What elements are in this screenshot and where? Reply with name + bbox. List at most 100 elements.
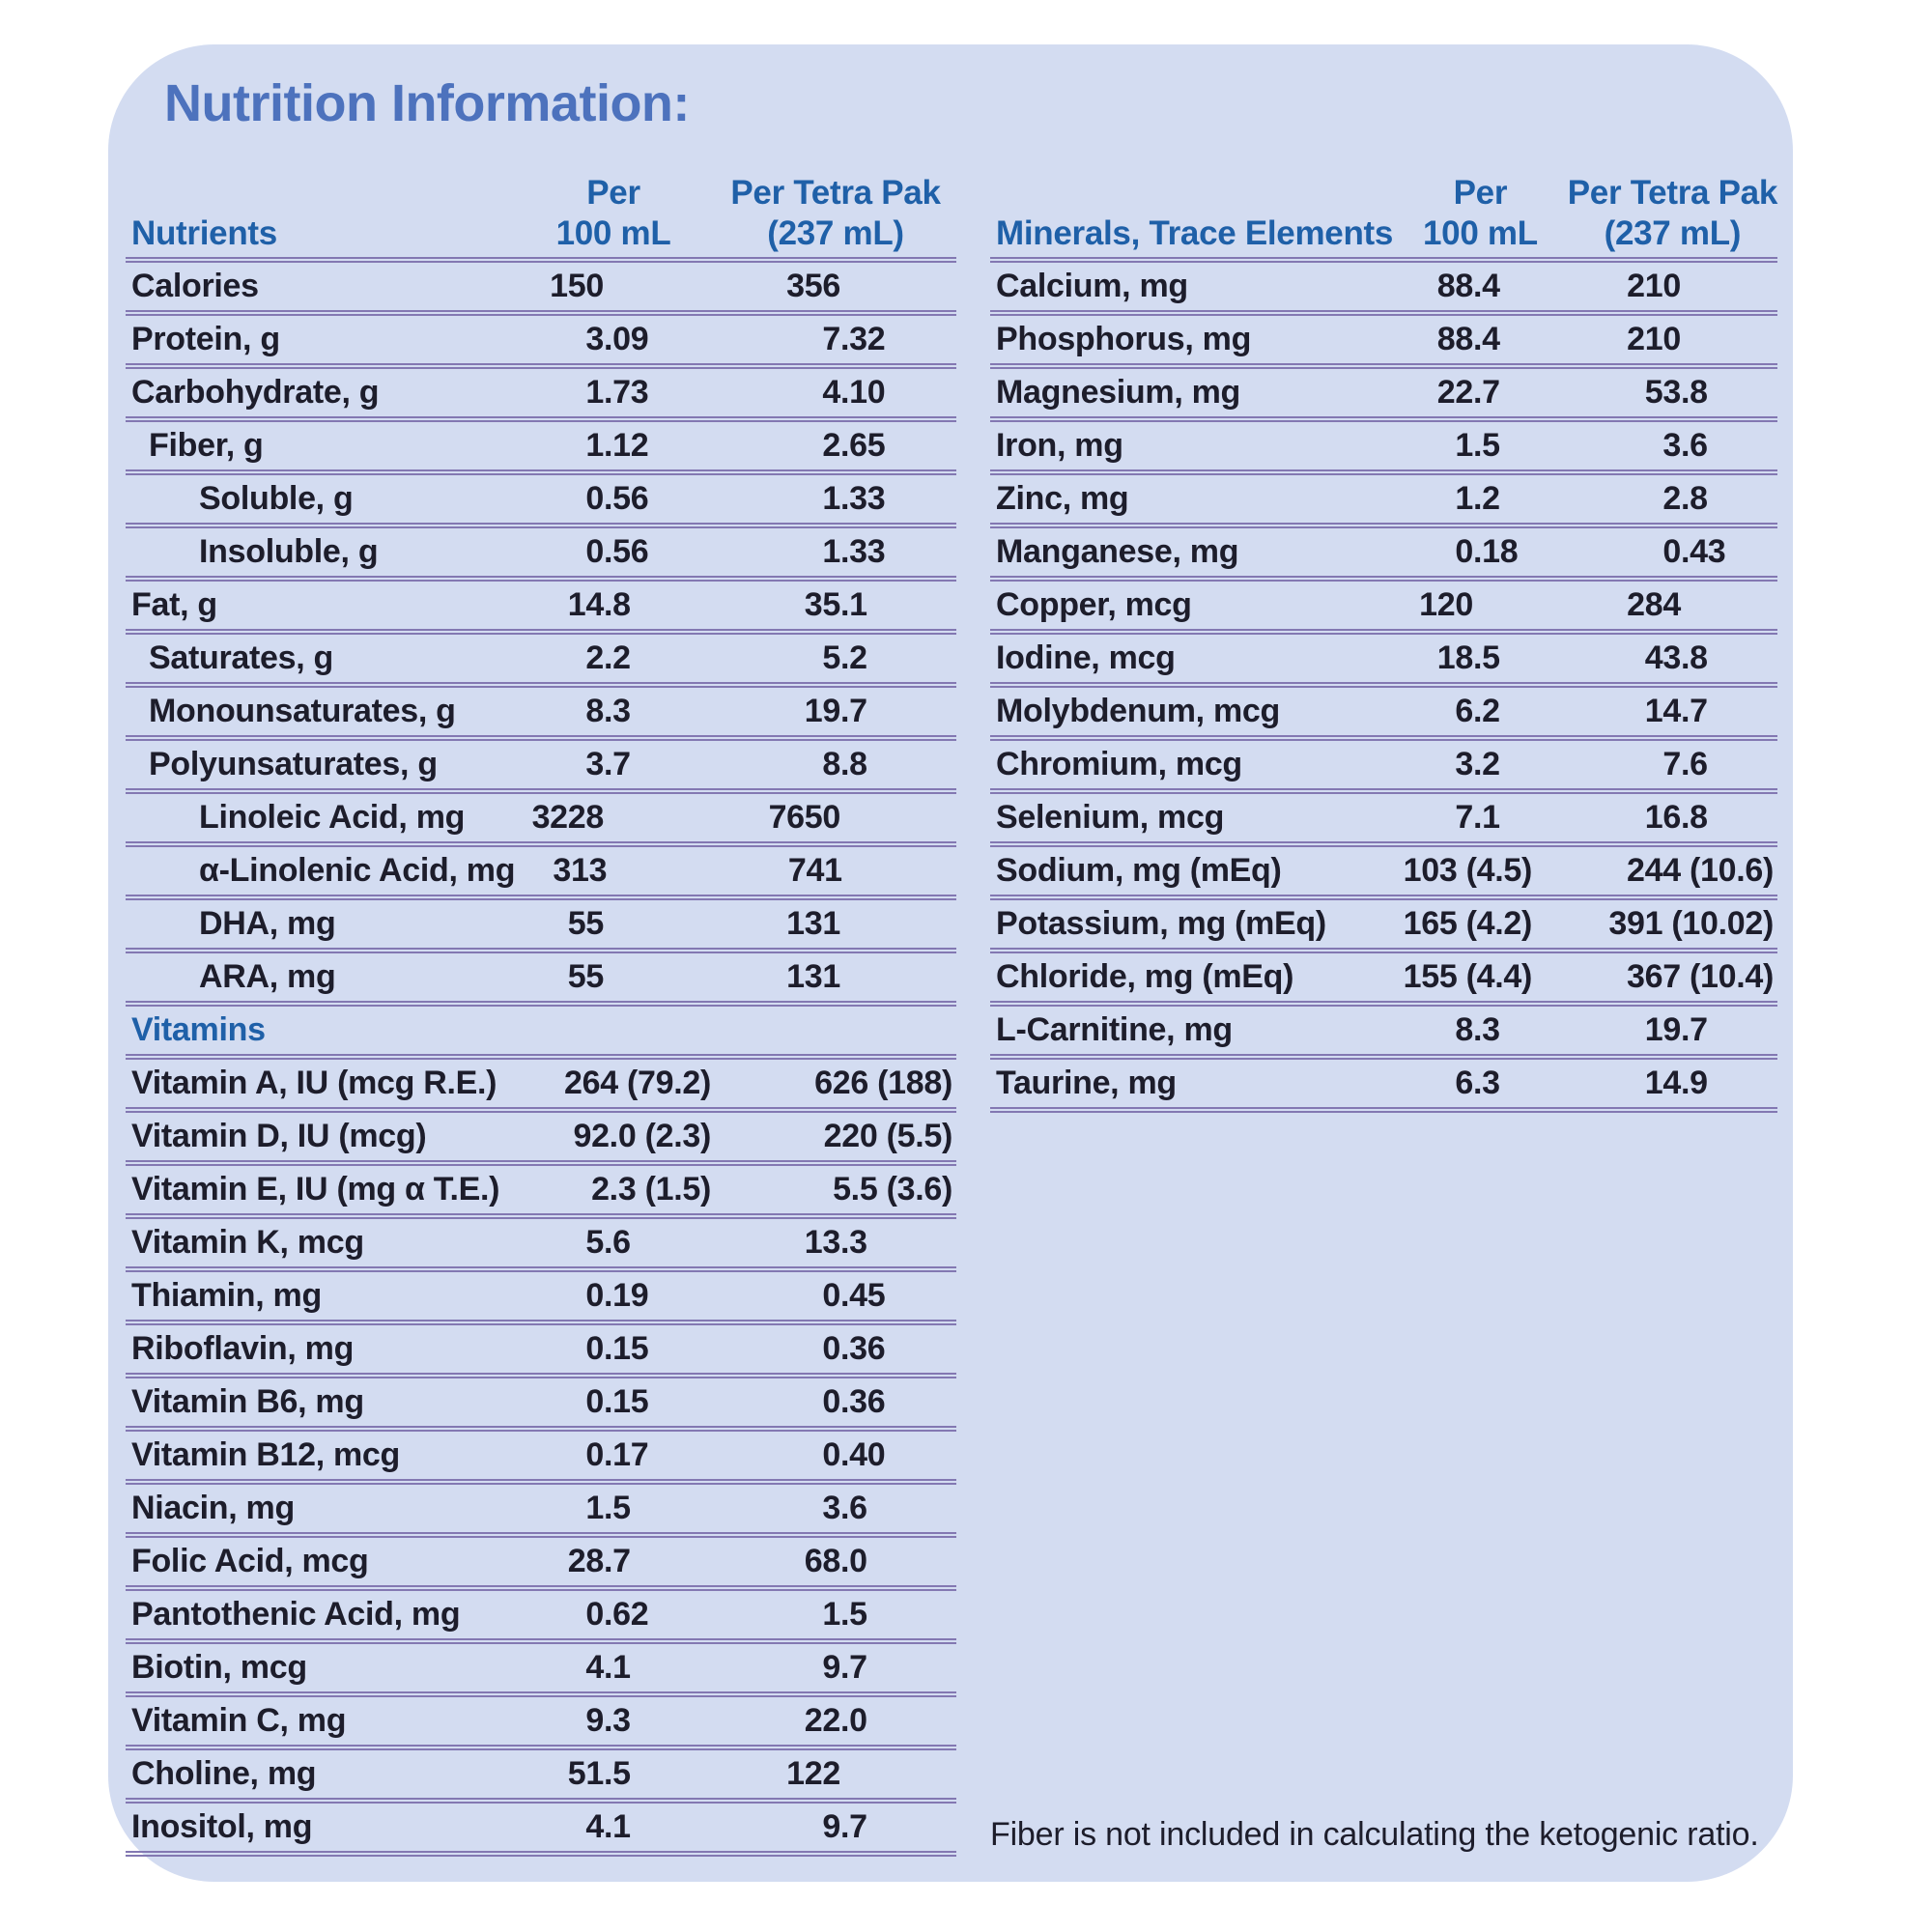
table-row: Insoluble, g 0.56 1.33 [126, 528, 956, 582]
value-cell: 626 (188) [814, 1065, 952, 1101]
value-cell: 22.7 [1436, 374, 1500, 411]
value-cell: 0.18 [1455, 533, 1519, 570]
value-cell: 244 (10.6) [1627, 852, 1774, 889]
row-label: Potassium, mg (mEq) [996, 905, 1326, 942]
row-label: DHA, mg [199, 905, 336, 942]
value-cell: 16.8 [1644, 799, 1708, 836]
table-row: Fat, g 14.8 35.1 [126, 582, 956, 635]
row-label: Protein, g [131, 321, 280, 357]
column-header-minerals: Minerals, Trace Elements [996, 214, 1394, 252]
table-row: Folic Acid, mcg 28.7 68.0 [126, 1538, 956, 1591]
table-row: Selenium, mcg 7.1 16.8 [990, 794, 1777, 847]
value-cell: 7.1 [1455, 799, 1500, 836]
value-cell: 210 [1627, 268, 1681, 304]
row-label: Zinc, mg [996, 480, 1129, 517]
value-cell: 14.9 [1644, 1065, 1708, 1101]
column-header-per-tetra-pak: Per Tetra Pak (237 mL) [730, 174, 941, 252]
value-cell: 5.6 [585, 1224, 631, 1261]
table-row: Niacin, mg 1.5 3.6 [126, 1485, 956, 1538]
value-cell: 0.19 [585, 1277, 649, 1314]
value-cell: 51.5 [567, 1755, 631, 1792]
value-cell: 22.0 [804, 1702, 867, 1739]
value-cell: 9.3 [585, 1702, 631, 1739]
value-cell: 210 [1627, 321, 1681, 357]
table-row: Zinc, mg 1.2 2.8 [990, 475, 1777, 528]
column-header-per-tetra-pak: Per Tetra Pak (237 mL) [1567, 174, 1778, 252]
column-header-per-100ml: Per 100 mL [555, 174, 671, 252]
table-row: Vitamin B6, mg 0.15 0.36 [126, 1378, 956, 1432]
value-cell: 18.5 [1436, 639, 1500, 676]
value-cell: 1.73 [585, 374, 649, 411]
value-cell: 4.1 [585, 1649, 631, 1686]
value-cell: 122 [786, 1755, 840, 1792]
table-row: Iron, mg 1.5 3.6 [990, 422, 1777, 475]
table-row: DHA, mg 55 131 [126, 900, 956, 953]
row-label: L-Carnitine, mg [996, 1011, 1233, 1048]
section-header-row: Vitamins [126, 1007, 956, 1060]
table-row: L-Carnitine, mg 8.3 19.7 [990, 1007, 1777, 1060]
table-row: Sodium, mg (mEq) 103 (4.5) 244 (10.6) [990, 847, 1777, 900]
value-cell: 313 [553, 852, 608, 889]
value-cell: 4.1 [585, 1808, 631, 1845]
row-label: Vitamin B12, mcg [131, 1436, 401, 1473]
value-cell: 14.7 [1644, 693, 1708, 729]
value-cell: 3.7 [585, 746, 631, 782]
nutrients-table: Nutrients Per 100 mL Per Tetra Pak (237 … [126, 174, 956, 1857]
table-row: Manganese, mg 0.18 0.43 [990, 528, 1777, 582]
value-cell: 0.15 [585, 1383, 649, 1420]
table-row: Fiber, g 1.12 2.65 [126, 422, 956, 475]
row-label: ARA, mg [199, 958, 336, 995]
table-row: Iodine, mcg 18.5 43.8 [990, 635, 1777, 688]
row-label: Iron, mg [996, 427, 1123, 464]
value-cell: 1.5 [585, 1490, 631, 1526]
value-cell: 1.5 [1455, 427, 1500, 464]
value-cell: 0.15 [585, 1330, 649, 1367]
value-cell: 1.5 [822, 1596, 867, 1633]
table-row: Inositol, mg 4.1 9.7 [126, 1804, 956, 1857]
value-cell: 53.8 [1644, 374, 1708, 411]
row-label: Phosphorus, mg [996, 321, 1252, 357]
value-cell: 1.33 [822, 480, 886, 517]
row-label: Inositol, mg [131, 1808, 313, 1845]
row-label: Carbohydrate, g [131, 374, 380, 411]
row-label: Soluble, g [199, 480, 354, 517]
table-row: Pantothenic Acid, mg 0.62 1.5 [126, 1591, 956, 1644]
value-cell: 7.32 [822, 321, 886, 357]
value-cell: 165 (4.2) [1403, 905, 1533, 942]
table-row: Vitamin D, IU (mcg) 92.0 (2.3) 220 (5.5) [126, 1113, 956, 1166]
row-label: Chloride, mg (mEq) [996, 958, 1294, 995]
row-label: Iodine, mcg [996, 639, 1176, 676]
row-label: Polyunsaturates, g [149, 746, 438, 782]
value-cell: 367 (10.4) [1627, 958, 1774, 995]
value-cell: 3.09 [585, 321, 649, 357]
table-row: Vitamin E, IU (mg α T.E.) 2.3 (1.5) 5.5 (3… [126, 1166, 956, 1219]
table-row: Saturates, g 2.2 5.2 [126, 635, 956, 688]
table-row: Riboflavin, mg 0.15 0.36 [126, 1325, 956, 1378]
value-cell: 356 [786, 268, 840, 304]
table-row: Protein, g 3.09 7.32 [126, 316, 956, 369]
value-cell: 0.45 [822, 1277, 886, 1314]
value-cell: 7.6 [1662, 746, 1708, 782]
table-row: α-Linolenic Acid, mg 313 741 [126, 847, 956, 900]
value-cell: 6.2 [1455, 693, 1500, 729]
value-cell: 43.8 [1644, 639, 1708, 676]
row-label: Vitamin K, mcg [131, 1224, 364, 1261]
value-cell: 3.2 [1455, 746, 1500, 782]
value-cell: 35.1 [804, 586, 867, 623]
table-row: Vitamin C, mg 9.3 22.0 [126, 1697, 956, 1750]
value-cell: 120 [1419, 586, 1473, 623]
value-cell: 220 (5.5) [823, 1118, 953, 1154]
table-row: Monounsaturates, g 8.3 19.7 [126, 688, 956, 741]
row-label: Biotin, mcg [131, 1649, 307, 1686]
row-label: Manganese, mg [996, 533, 1239, 570]
row-label: Pantothenic Acid, mg [131, 1596, 461, 1633]
table-row: Chloride, mg (mEq) 155 (4.4) 367 (10.4) [990, 953, 1777, 1007]
value-cell: 5.2 [822, 639, 867, 676]
value-cell: 103 (4.5) [1403, 852, 1533, 889]
value-cell: 68.0 [804, 1543, 867, 1579]
value-cell: 19.7 [1644, 1011, 1708, 1048]
footnote-text: Fiber is not included in calculating the… [990, 1816, 1759, 1853]
table-row: Polyunsaturates, g 3.7 8.8 [126, 741, 956, 794]
minerals-table: Minerals, Trace Elements Per 100 mL Per … [990, 174, 1777, 1113]
table-row: Biotin, mcg 4.1 9.7 [126, 1644, 956, 1697]
